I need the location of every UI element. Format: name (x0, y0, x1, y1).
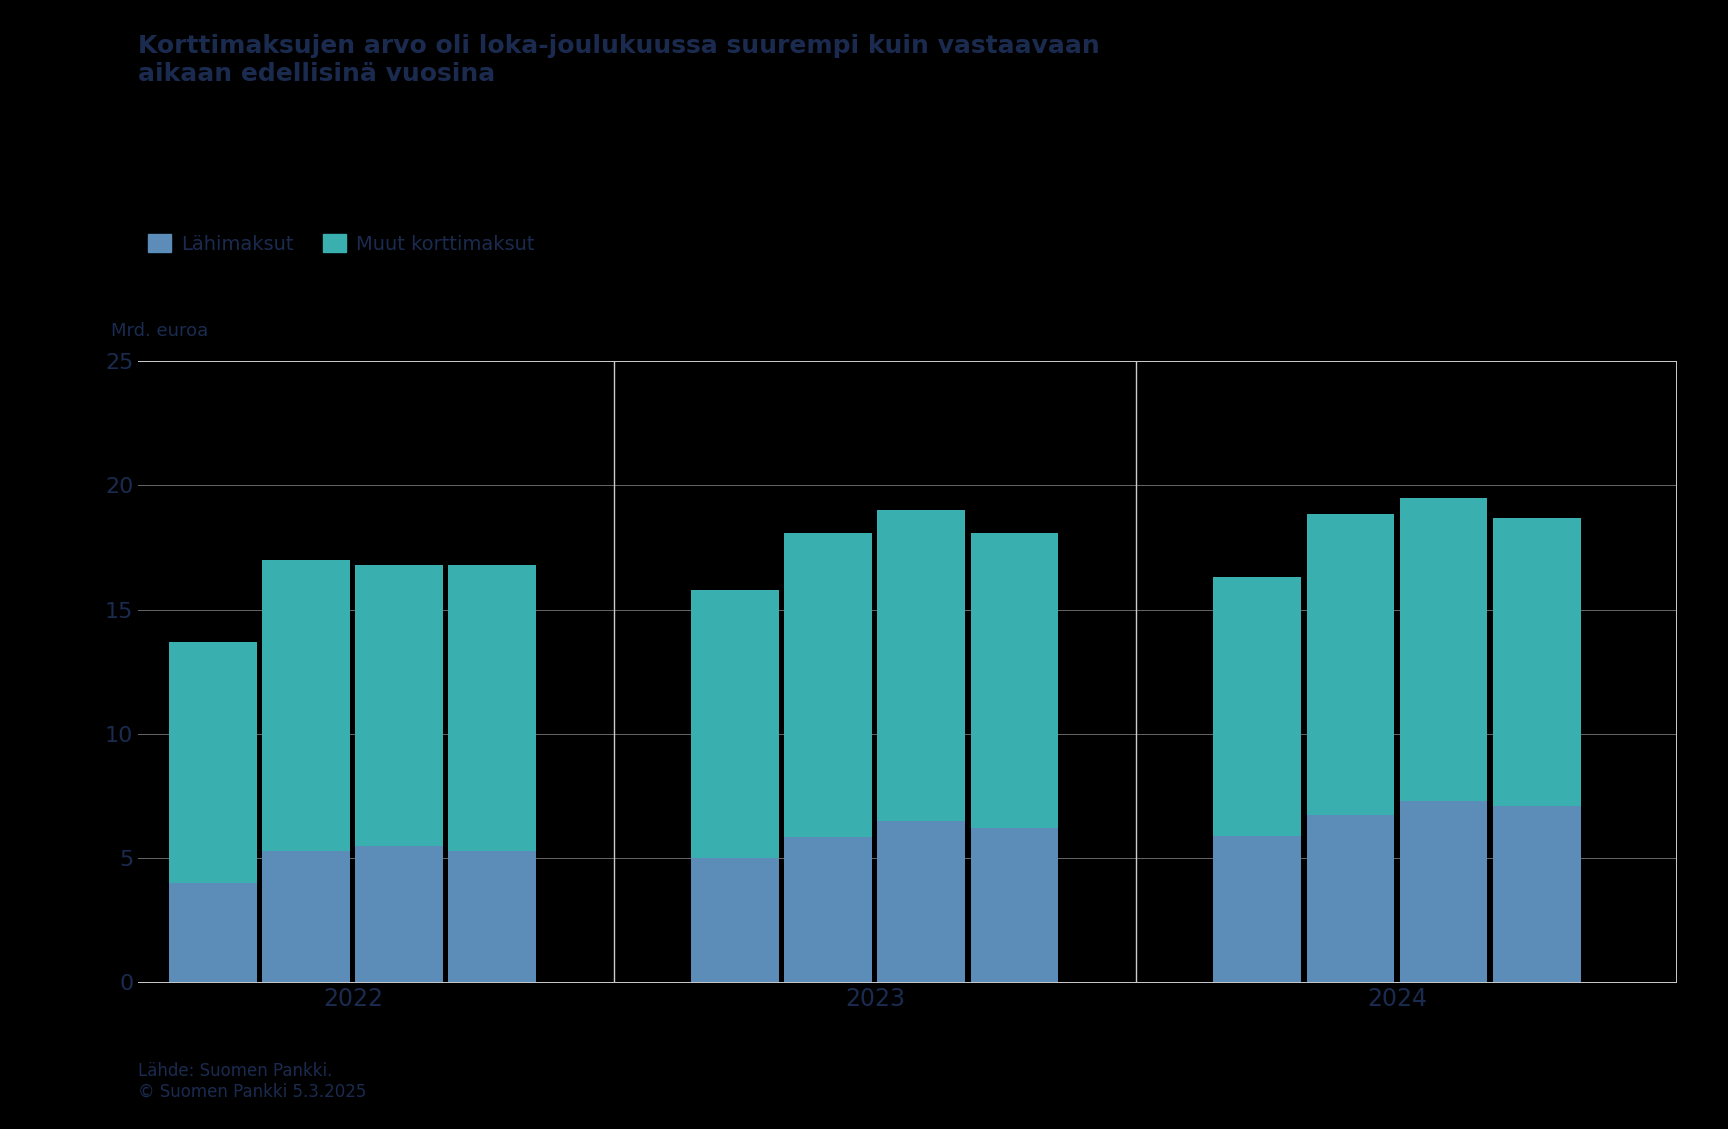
Bar (971, 533, 1059, 829)
Bar (263, 850, 351, 982)
Legend: Lähimaksut, Muut korttimaksut: Lähimaksut, Muut korttimaksut (149, 235, 534, 254)
Bar (785, 837, 873, 982)
Bar (1213, 835, 1301, 982)
Bar (1400, 800, 1488, 982)
Bar (1306, 514, 1394, 815)
Bar (971, 829, 1059, 982)
Bar (691, 858, 779, 982)
Bar (448, 564, 536, 850)
Bar (263, 560, 351, 850)
Text: Korttimaksujen arvo oli loka-joulukuussa suurempi kuin vastaavaan
aikaan edellis: Korttimaksujen arvo oli loka-joulukuussa… (138, 34, 1101, 86)
Bar (785, 533, 873, 837)
Bar (878, 510, 966, 821)
Bar (878, 821, 966, 982)
Bar (169, 883, 257, 982)
Bar (356, 846, 444, 982)
Bar (1493, 518, 1581, 806)
Bar (356, 564, 444, 846)
Bar (169, 642, 257, 883)
Bar (448, 850, 536, 982)
Text: Mrd. euroa: Mrd. euroa (111, 322, 207, 340)
Bar (1400, 498, 1488, 800)
Bar (1213, 577, 1301, 835)
Text: Lähde: Suomen Pankki.
© Suomen Pankki 5.3.2025: Lähde: Suomen Pankki. © Suomen Pankki 5.… (138, 1062, 366, 1101)
Bar (691, 589, 779, 858)
Bar (1306, 815, 1394, 982)
Bar (1493, 806, 1581, 982)
